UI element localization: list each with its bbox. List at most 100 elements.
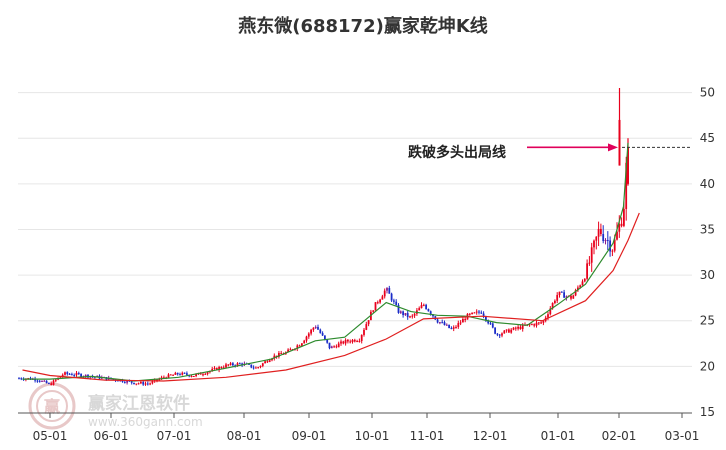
x-tick-label: 03-01 [665,429,700,443]
candle-body [353,339,356,342]
candle-body [595,236,598,241]
watermark-logo-text: 赢 [44,397,60,416]
candle-body [326,339,329,343]
candle-body [142,381,145,385]
candle-body [218,367,220,371]
candle-body [478,311,480,313]
candle-body [298,345,301,347]
candle-body [616,231,618,240]
candle-body [425,304,427,310]
candle-body [367,320,370,325]
x-tick-label: 10-01 [355,429,390,443]
candle-body [448,324,450,329]
candle-body [480,312,483,314]
candle-body [48,383,50,385]
candle-body [519,326,522,330]
candle-body [73,375,76,377]
candle-body [611,250,614,252]
candle-body [59,376,62,378]
candle-body [494,327,496,334]
candle-body [471,312,473,314]
candle-body [186,373,188,375]
candle-body [213,367,216,369]
candle-body [250,364,253,368]
candle-body [443,322,446,326]
candle-body [310,329,312,334]
x-tick-label: 06-01 [94,429,129,443]
candle-body [296,345,299,349]
candle-body [372,310,375,312]
candle-body [376,302,379,304]
candle-body [128,380,131,382]
y-tick-label: 40 [700,177,715,191]
candle-body [623,208,625,226]
candle-body [406,313,409,318]
annotation-text: 跌破多头出局线 [408,144,506,161]
x-tick-label: 11-01 [410,429,445,443]
candle-body [510,329,513,333]
candle-body [252,367,255,369]
candle-body [556,295,559,301]
y-tick-label: 15 [700,405,715,419]
candle-body [581,281,584,286]
candle-body [402,311,404,316]
candle-body [156,379,158,381]
candle-body [222,367,225,369]
candle-body [241,363,243,366]
candle-body [535,322,538,326]
candle-body [255,367,257,369]
candle-body [590,247,593,263]
candle-body [38,380,41,382]
y-tick-label: 25 [700,314,715,328]
candle-body [455,326,457,328]
ma-layer [22,142,640,382]
candle-body [549,308,552,315]
candle-body [489,323,492,325]
ref-layer [527,143,692,152]
candle-body [202,374,204,376]
candle-body [273,355,276,359]
candle-body [248,363,250,365]
candle-body [20,378,23,380]
candle-body [215,367,218,371]
candle-body [261,363,264,366]
candle-body [496,333,499,335]
candle-body [303,340,306,344]
candle-body [52,380,55,385]
candle-body [487,320,490,324]
candle-body [117,380,119,382]
candle-body [195,374,197,376]
candle-body [356,341,358,343]
candle-body [360,334,363,341]
candle-body [409,316,411,318]
candle-body [427,309,430,312]
candle-body [149,383,151,385]
candle-body [146,383,149,385]
watermark-url: www.360gann.com [88,415,203,429]
candle-body [572,295,575,299]
candle-body [597,228,600,237]
candle-body [365,324,368,330]
candle-body [579,285,582,288]
candle-body [280,353,283,355]
candle-body [287,349,289,353]
candle-body [236,363,239,366]
candle-body [319,329,322,334]
candle-body [570,295,572,299]
candle-body [450,328,453,330]
candle-body [158,378,161,381]
candle-body [588,262,591,264]
x-tick-label: 07-01 [157,429,192,443]
candle-body [565,296,568,298]
candle-body [393,300,395,302]
candle-body [420,305,423,309]
candle-body [96,375,99,377]
candle-body [328,342,331,349]
candle-body [112,379,115,381]
candle-body [473,312,476,314]
annotation: 跌破多头出局线 [408,144,506,161]
candle-body [211,368,214,372]
candle-body [374,302,377,311]
x-tick-label: 01-01 [541,429,576,443]
